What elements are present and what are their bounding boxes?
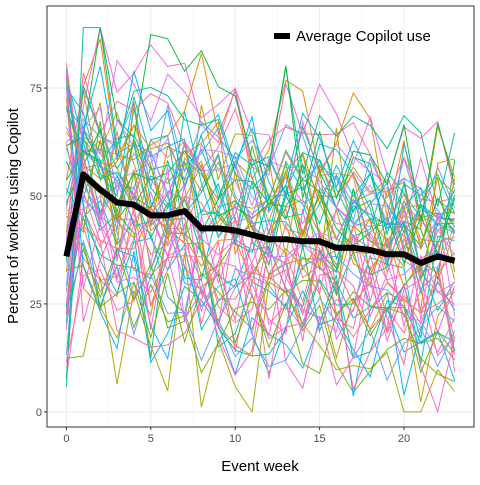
worker-series-line — [65, 80, 456, 381]
individual-worker-lines — [65, 27, 456, 414]
worker-series-line — [65, 207, 456, 372]
worker-series-line — [66, 107, 456, 274]
average-line-layer — [63, 171, 456, 266]
y-axis-title: Percent of workers using Copilot — [5, 107, 22, 324]
worker-series-line — [65, 59, 455, 293]
worker-series-line — [65, 239, 456, 382]
worker-series-line — [65, 102, 455, 286]
average-copilot-use-line — [63, 171, 456, 266]
x-axis-title: Event week — [221, 458, 299, 475]
axis-ticks: 0 5 10 15 20 0 25 50 75 — [30, 83, 410, 445]
worker-series-line — [65, 66, 456, 324]
worker-series-line — [65, 143, 456, 314]
worker-series-line — [65, 72, 456, 414]
worker-series-line — [65, 147, 455, 329]
x-tick-label: 10 — [229, 433, 241, 445]
x-tick-label: 5 — [148, 433, 154, 445]
worker-series-line — [66, 243, 455, 394]
y-tick-label: 50 — [30, 191, 42, 203]
x-tick-label: 15 — [313, 433, 325, 445]
x-tick-label: 0 — [63, 433, 69, 445]
worker-series-line — [65, 125, 456, 280]
worker-series-line — [66, 106, 455, 294]
worker-series-line — [65, 71, 455, 276]
y-tick-label: 75 — [30, 83, 42, 95]
worker-series-line — [66, 252, 455, 414]
panel-border — [46, 5, 475, 428]
x-tick-label: 20 — [398, 433, 410, 445]
worker-series-line — [65, 205, 455, 338]
worker-series-line — [65, 77, 456, 397]
worker-series-line — [65, 126, 456, 356]
worker-series-line — [65, 166, 456, 335]
y-tick-label: 25 — [30, 299, 42, 311]
y-tick-label: 0 — [36, 407, 42, 419]
worker-series-line — [65, 27, 456, 387]
worker-series-line — [65, 72, 455, 241]
legend: Average Copilot use — [274, 28, 431, 45]
legend-label: Average Copilot use — [296, 28, 431, 45]
worker-series-line — [66, 264, 455, 383]
worker-series-line — [65, 101, 456, 287]
